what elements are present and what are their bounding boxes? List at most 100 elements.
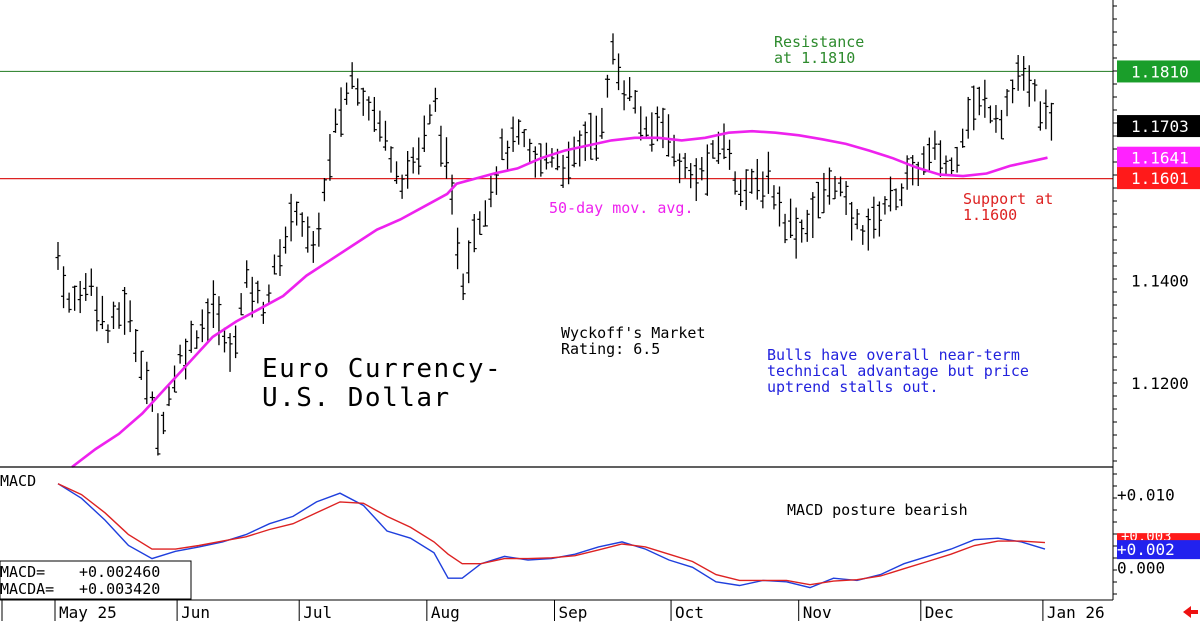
price-bar bbox=[588, 112, 594, 160]
y-tick-label: +0.010 bbox=[1117, 486, 1175, 505]
price-bar bbox=[821, 172, 827, 214]
price-bar bbox=[399, 174, 405, 199]
price-bar bbox=[371, 96, 377, 132]
price-bar bbox=[1048, 102, 1054, 141]
price-bar bbox=[105, 324, 111, 344]
price-bar bbox=[810, 192, 816, 239]
price-bar bbox=[826, 167, 832, 205]
price-bar bbox=[638, 106, 644, 141]
price-tag-label: 1.1641 bbox=[1131, 149, 1189, 168]
price-bar bbox=[960, 128, 966, 148]
macda-readout-label: MACDA= bbox=[0, 580, 54, 598]
price-bar bbox=[305, 216, 311, 253]
price-bar bbox=[838, 176, 844, 197]
price-bar bbox=[832, 176, 838, 200]
price-bar bbox=[144, 361, 150, 405]
price-bar bbox=[266, 284, 272, 304]
price-bar bbox=[238, 293, 244, 316]
price-bar bbox=[1043, 89, 1049, 130]
price-bar bbox=[216, 296, 222, 346]
reference-lines bbox=[0, 70, 1113, 180]
y-tick-label: 1.1400 bbox=[1131, 272, 1189, 291]
price-bar bbox=[538, 143, 544, 177]
price-bar bbox=[1015, 54, 1021, 91]
price-bar bbox=[227, 333, 233, 372]
price-bar bbox=[682, 152, 688, 179]
price-bar bbox=[394, 161, 400, 184]
price-bar bbox=[488, 175, 494, 208]
price-bar bbox=[388, 146, 394, 173]
macd-series-macda bbox=[57, 483, 1046, 586]
commentary-annotation: technical advantage but price bbox=[767, 362, 1029, 380]
macd-readout-box bbox=[0, 560, 192, 600]
macda-readout-value: +0.003420 bbox=[79, 580, 160, 598]
price-bar bbox=[777, 186, 782, 227]
x-tick-label: Nov bbox=[803, 603, 832, 622]
price-bar bbox=[138, 350, 144, 380]
price-tag-label: +0.002 bbox=[1117, 540, 1175, 559]
x-tick-label: Oct bbox=[675, 603, 704, 622]
price-bar bbox=[477, 211, 483, 236]
price-bar bbox=[427, 104, 433, 125]
price-bar bbox=[194, 330, 200, 349]
y-tick-label: 0.000 bbox=[1117, 558, 1165, 577]
price-bar bbox=[88, 268, 94, 296]
price-bar bbox=[410, 147, 416, 174]
price-bar bbox=[338, 87, 344, 137]
price-bar bbox=[233, 325, 239, 359]
price-bar bbox=[1026, 65, 1032, 107]
price-bar bbox=[516, 119, 522, 145]
price-bar bbox=[271, 254, 277, 275]
price-bar bbox=[249, 276, 255, 318]
macd-title: MACD bbox=[0, 472, 36, 490]
price-bar bbox=[493, 166, 499, 195]
price-bar bbox=[482, 200, 488, 227]
price-bar bbox=[793, 207, 799, 259]
price-bar bbox=[715, 131, 721, 164]
price-bar bbox=[893, 188, 899, 211]
price-bar bbox=[571, 136, 577, 168]
price-bar bbox=[77, 280, 83, 314]
price-tag-label: 1.1703 bbox=[1131, 117, 1189, 136]
price-bar bbox=[549, 148, 555, 168]
price-bar bbox=[971, 85, 977, 131]
price-bar bbox=[122, 287, 128, 335]
price-bar bbox=[349, 62, 355, 89]
price-bar bbox=[782, 213, 788, 244]
macd-series-macd bbox=[57, 483, 1046, 589]
price-bar bbox=[355, 78, 361, 106]
price-bar bbox=[321, 178, 327, 202]
x-tick-label: Jun bbox=[181, 603, 210, 622]
resistance-annotation: at 1.1810 bbox=[774, 49, 855, 67]
price-bar bbox=[582, 121, 588, 162]
x-tick-label: Jul bbox=[303, 603, 332, 622]
price-bar bbox=[993, 105, 999, 133]
y-tick-label: 1.1200 bbox=[1131, 374, 1189, 393]
commentary-annotation: Bulls have overall near-term bbox=[767, 346, 1020, 364]
chart-title: U.S. Dollar bbox=[262, 383, 451, 413]
price-bar bbox=[360, 87, 366, 116]
price-bar bbox=[405, 151, 411, 189]
price-bar bbox=[738, 179, 744, 207]
price-bar bbox=[255, 280, 261, 304]
price-tag-bg bbox=[1117, 60, 1200, 83]
price-bar bbox=[871, 196, 877, 239]
price-bar bbox=[999, 109, 1004, 140]
ma-annotation: 50-day mov. avg. bbox=[549, 199, 694, 217]
price-bar bbox=[310, 231, 316, 263]
price-bar bbox=[188, 320, 194, 353]
price-bar bbox=[888, 176, 893, 212]
price-bar bbox=[560, 154, 566, 188]
price-bar bbox=[804, 209, 810, 242]
rating-annotation: Rating: 6.5 bbox=[561, 340, 660, 358]
price-bar bbox=[937, 140, 943, 177]
price-bar bbox=[499, 128, 505, 161]
support-annotation: Support at bbox=[963, 190, 1053, 208]
price-bar bbox=[1010, 79, 1016, 104]
price-bar bbox=[949, 157, 955, 176]
price-bar bbox=[1037, 101, 1043, 131]
price-bar bbox=[610, 33, 616, 65]
